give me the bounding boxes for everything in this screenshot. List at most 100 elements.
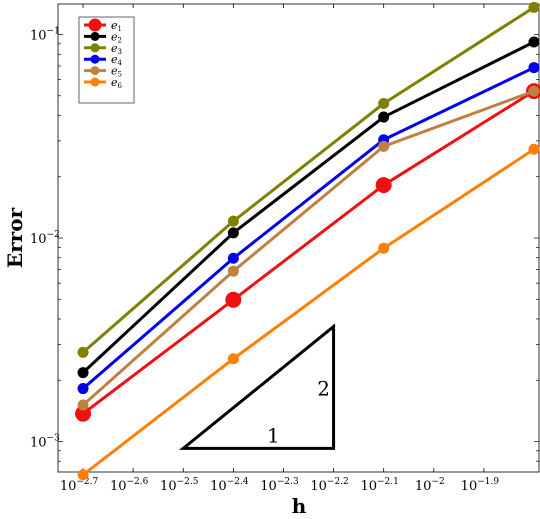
series-e6 [77, 143, 540, 481]
data-point [528, 1, 540, 13]
series-line [82, 6, 535, 354]
x-tick-exponent: −2.5 [177, 477, 199, 487]
x-tick-label: 10−2 [415, 477, 445, 494]
data-point [77, 383, 89, 395]
x-axis-title: h [292, 494, 307, 518]
x-tick-base: 10 [360, 479, 377, 494]
series-e2 [77, 36, 540, 379]
series-e5 [77, 85, 540, 411]
x-tick-base: 10 [461, 479, 478, 494]
data-point [75, 405, 92, 422]
x-tick-base: 10 [160, 479, 177, 494]
legend-label: e1 [111, 19, 122, 33]
slope-run-label: 1 [267, 423, 280, 447]
data-point [375, 177, 392, 194]
legend-label-name: e [111, 42, 118, 55]
data-point [227, 265, 239, 277]
legend-label-name: e [111, 19, 118, 32]
x-tick-exponent: −1.9 [477, 477, 499, 487]
x-tick-label: 10−2.1 [360, 477, 398, 494]
legend-label: e3 [111, 42, 122, 56]
data-point [225, 291, 242, 308]
series-e1 [75, 83, 540, 422]
axis-ticks [58, 4, 539, 472]
series-line [82, 40, 535, 374]
legend-swatch-marker [90, 31, 100, 41]
legend-label: e6 [111, 76, 123, 90]
data-point [77, 399, 89, 411]
legend-label-name: e [111, 53, 118, 66]
x-tick-exponent: −2.7 [76, 477, 98, 487]
data-point [77, 469, 89, 481]
series-line [82, 89, 535, 407]
legend-label: e2 [111, 30, 122, 44]
x-tick-label: 10−2.7 [60, 477, 99, 494]
x-tick-exponent: −2.2 [327, 477, 349, 487]
data-point [227, 252, 239, 264]
x-tick-label: 10−2.5 [160, 477, 199, 494]
x-tick-label: 10−2.6 [110, 477, 149, 494]
data-point [77, 346, 89, 358]
x-tick-base: 10 [210, 479, 227, 494]
y-tick-exponent: −2 [47, 230, 60, 240]
slope-rise-label: 2 [317, 376, 330, 400]
legend-label-subscript: 2 [118, 36, 122, 44]
legend-swatch-marker [90, 77, 100, 87]
data-point [528, 36, 540, 48]
legend-label-name: e [111, 65, 118, 78]
axis-tick-labels: 10−2.7 10−2.6 10−2.5 10−2.4 10−2.3 10−2.2 10−2… [30, 27, 499, 494]
x-tick-exponent: −2.3 [277, 477, 299, 487]
legend-swatch-marker [88, 18, 102, 32]
y-tick-label: 10−3 [30, 433, 60, 450]
slope-triangle: 12 [179, 323, 336, 450]
data-point [227, 353, 239, 365]
data-point [378, 98, 390, 110]
y-tick-base: 10 [30, 435, 47, 450]
legend-label-name: e [111, 30, 118, 43]
y-tick-label: 10−1 [30, 27, 60, 44]
series-line [82, 89, 535, 415]
slope-triangle-shape [179, 323, 336, 450]
data-point [378, 140, 390, 152]
legend-label-subscript: 6 [118, 82, 123, 90]
data-point [528, 143, 540, 155]
x-tick-exponent: −2.4 [227, 477, 249, 487]
x-tick-label: 10−2.2 [310, 477, 348, 494]
series-line [82, 147, 535, 476]
legend-label-name: e [111, 76, 118, 89]
x-tick-label: 10−1.9 [461, 477, 500, 494]
data-point [378, 111, 390, 123]
legend-swatch-marker [90, 66, 100, 76]
legend-swatch-marker [90, 54, 100, 64]
data-point [528, 62, 540, 74]
y-tick-exponent: −3 [47, 433, 61, 443]
series-e4 [77, 62, 540, 395]
data-point [528, 85, 540, 97]
y-tick-label: 10−2 [30, 230, 60, 247]
x-tick-exponent: −2.6 [127, 477, 149, 487]
x-tick-label: 10−2.4 [210, 477, 249, 494]
y-tick-base: 10 [30, 232, 47, 247]
y-axis-title: Error [3, 207, 27, 268]
data-point [227, 215, 239, 227]
legend-label-subscript: 5 [118, 71, 122, 79]
series-layer [75, 1, 540, 481]
legend-label-subscript: 4 [118, 59, 123, 67]
data-point [227, 227, 239, 239]
data-point [378, 242, 390, 254]
series-e3 [77, 1, 540, 358]
x-tick-base: 10 [260, 479, 277, 494]
series-line [82, 66, 535, 390]
x-tick-base: 10 [310, 479, 327, 494]
data-point [77, 367, 89, 379]
x-tick-exponent: −2.1 [377, 477, 399, 487]
x-tick-base: 10 [110, 479, 127, 494]
legend-label: e5 [111, 65, 122, 79]
x-tick-label: 10−2.3 [260, 477, 299, 494]
y-tick-exponent: −1 [47, 27, 60, 37]
legend-swatch-marker [90, 43, 100, 53]
legend-label: e4 [111, 53, 123, 67]
x-tick-exponent: −2 [431, 477, 444, 487]
x-tick-base: 10 [60, 479, 77, 494]
